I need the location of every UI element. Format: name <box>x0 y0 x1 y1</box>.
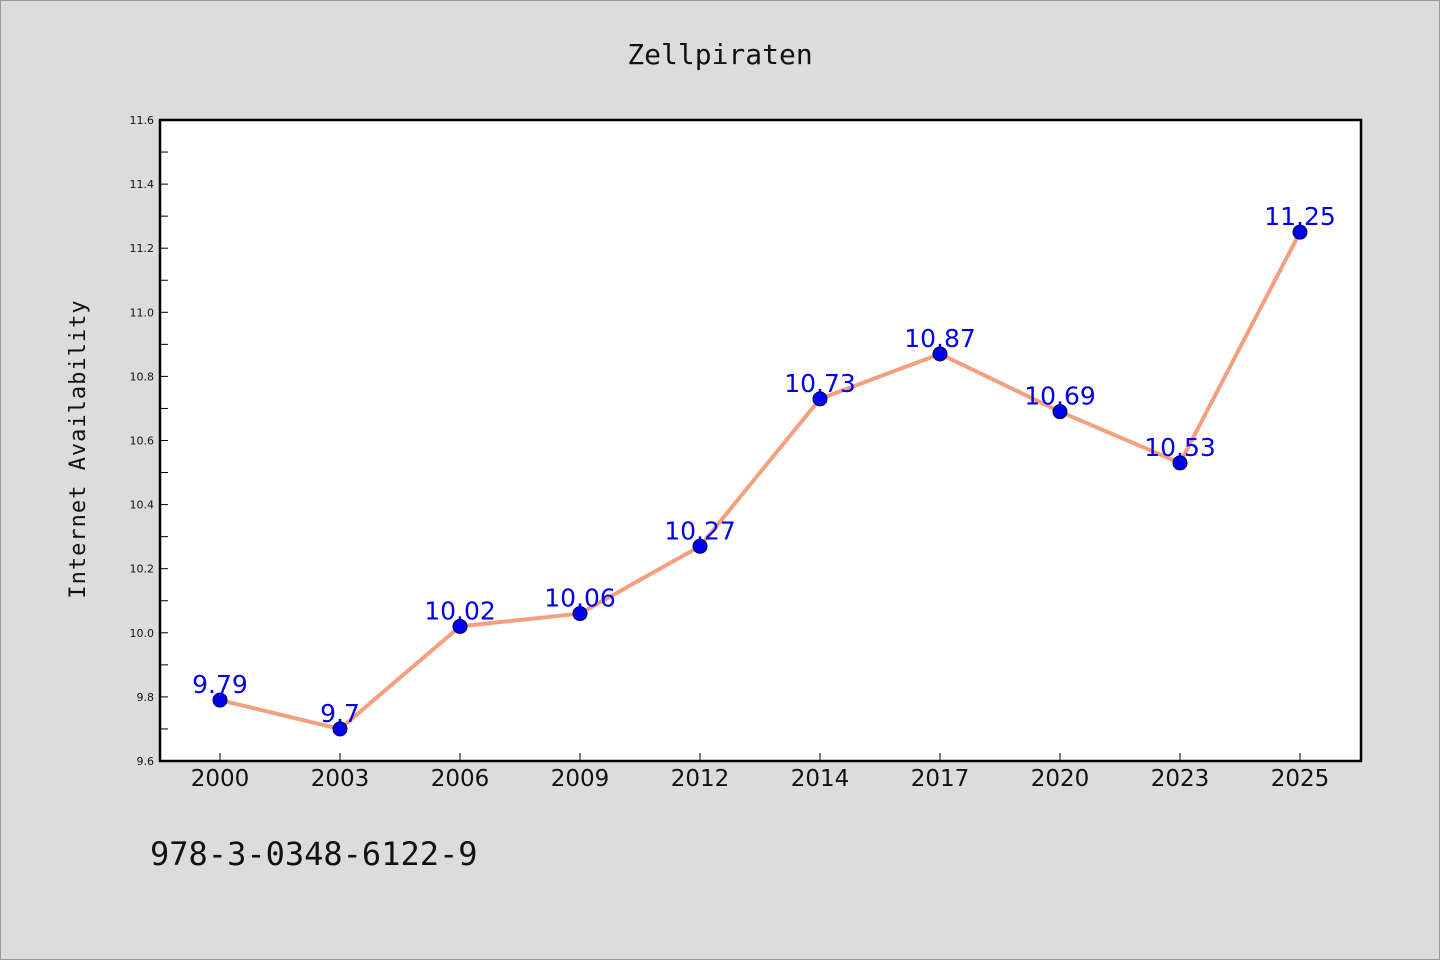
x-axis: 2000 2003 2006 2009 2012 2014 2017 2020 2023 2025 <box>191 753 1330 792</box>
y-axis-label: Internet Availability <box>66 299 91 598</box>
y-tick-label: 10.6 <box>130 435 155 448</box>
data-label: 10.27 <box>664 516 736 545</box>
x-tick-label: 2003 <box>311 766 370 792</box>
y-tick-label: 11.4 <box>130 178 155 191</box>
x-tick-label: 2017 <box>911 766 970 792</box>
series-layer <box>212 224 1308 737</box>
data-label: 10.87 <box>904 324 976 353</box>
y-axis: 9.6 9.8 10.0 10.2 10.4 10.6 10.8 11.0 11.2 11.4 11… <box>130 114 168 768</box>
data-point <box>1172 455 1188 471</box>
y-tick-label: 10.0 <box>130 627 155 640</box>
y-tick-label: 11.2 <box>130 242 155 255</box>
data-point <box>1292 224 1308 240</box>
plot-frame <box>158 118 1363 763</box>
y-tick-label: 11.6 <box>130 114 155 127</box>
data-point <box>692 538 708 554</box>
x-tick-label: 2012 <box>671 766 730 792</box>
data-point <box>572 606 588 622</box>
data-label: 9.79 <box>192 670 248 699</box>
data-point <box>1052 404 1068 420</box>
data-point <box>932 346 948 362</box>
plot-area <box>160 120 1361 761</box>
series-line <box>218 230 1302 731</box>
data-label: 9.7 <box>320 699 360 728</box>
x-tick-label: 2006 <box>431 766 490 792</box>
chart-title: Zellpiraten <box>627 38 812 71</box>
data-label: 10.69 <box>1024 382 1096 411</box>
x-tick-label: 2000 <box>191 766 250 792</box>
x-tick-label: 2020 <box>1031 766 1090 792</box>
data-label: 10.02 <box>424 596 496 625</box>
y-tick-label: 10.8 <box>130 370 155 383</box>
y-tick-label: 10.2 <box>130 563 155 576</box>
x-tick-label: 2023 <box>1151 766 1210 792</box>
data-point <box>332 721 348 737</box>
data-label: 10.53 <box>1144 433 1216 462</box>
isbn-text: 978-3-0348-6122-9 <box>150 835 478 873</box>
x-tick-label: 2014 <box>791 766 850 792</box>
data-label: 11.25 <box>1264 202 1336 231</box>
data-point <box>812 391 828 407</box>
x-tick-label: 2025 <box>1271 766 1330 792</box>
data-point <box>452 618 468 634</box>
y-tick-label: 9.6 <box>137 755 155 768</box>
y-tick-label: 10.4 <box>130 499 155 512</box>
x-tick-label: 2009 <box>551 766 610 792</box>
data-label: 10.06 <box>544 584 616 613</box>
data-label: 10.73 <box>784 369 856 398</box>
y-tick-label: 11.0 <box>130 306 155 319</box>
data-point <box>212 692 228 708</box>
y-tick-label: 9.8 <box>137 691 155 704</box>
data-label-layer: 9.79 9.7 10.02 10.06 10.27 10.73 10.87 10.69 10.… <box>192 202 1336 728</box>
